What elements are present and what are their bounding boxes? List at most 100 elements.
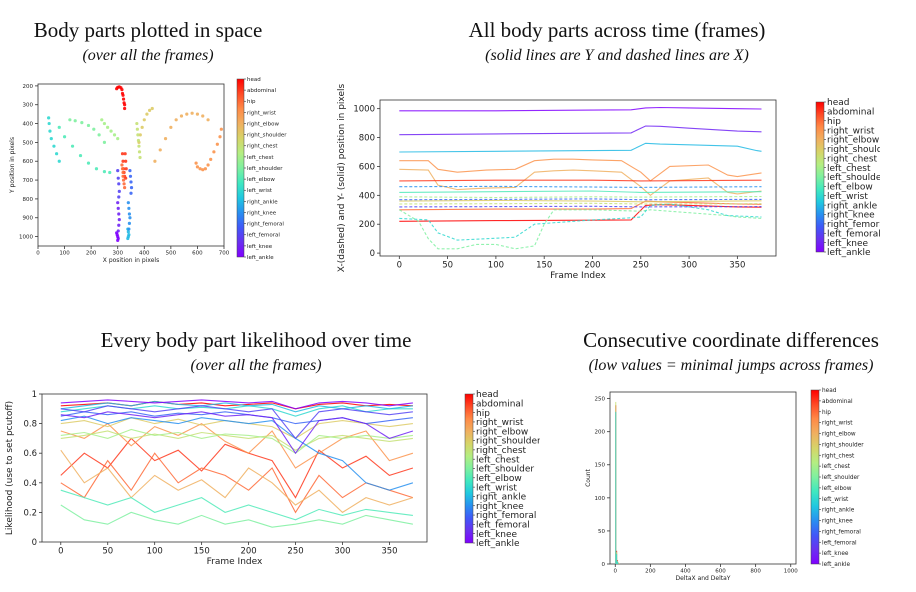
y-tick-label: 0.4 bbox=[23, 479, 37, 489]
scatter-point-abdominal bbox=[120, 152, 125, 156]
colorbar-label-hip: hip bbox=[247, 99, 256, 105]
scatter-point-right_chest bbox=[137, 150, 142, 154]
scatter-point-left_elbow bbox=[102, 169, 107, 174]
colorbar-label-right_shoulder: right_shoulder bbox=[827, 145, 880, 155]
colorbar-label-left_chest: left_chest bbox=[476, 455, 520, 465]
colorbar-label-right_ankle: right_ankle bbox=[476, 493, 527, 503]
x-tick-label: 350 bbox=[381, 547, 397, 557]
y-tick-label: 50 bbox=[598, 529, 605, 535]
scatter-point-left_shoulder bbox=[68, 118, 72, 122]
colorbar-label-left_elbow: left_elbow bbox=[476, 474, 522, 484]
x-tick-label: 0 bbox=[58, 547, 63, 557]
colorbar-label-left_shoulder: left_shoulder bbox=[247, 166, 283, 172]
scatter-point-left_wrist bbox=[57, 159, 61, 163]
scatter-point-left_wrist bbox=[48, 129, 52, 133]
x-tick-label: 400 bbox=[139, 251, 150, 257]
x-tick-label: 150 bbox=[194, 547, 210, 557]
y-tick-label: 600 bbox=[23, 159, 34, 165]
scatter-point-left_chest bbox=[112, 133, 117, 137]
y-tick-label: 500 bbox=[23, 140, 34, 146]
scatter-point-right_shoulder bbox=[138, 133, 142, 137]
y-tick-label: 400 bbox=[23, 121, 34, 127]
colorbar-label-left_elbow: left_elbow bbox=[827, 183, 873, 193]
colorbar-label-right_wrist: right_wrist bbox=[247, 110, 277, 116]
colorbar-label-right_wrist: right_wrist bbox=[822, 421, 853, 427]
series-line-right_chest bbox=[399, 202, 762, 205]
series-line-left_knee bbox=[60, 411, 414, 455]
x-tick-label: 200 bbox=[645, 569, 656, 575]
scatter-point-left_knee bbox=[117, 212, 121, 216]
x-tick-label: 250 bbox=[287, 547, 303, 557]
series-line-right_elbow bbox=[60, 449, 414, 514]
scatter-point-right_femoral bbox=[128, 169, 132, 173]
scatter-point-left_elbow bbox=[62, 135, 67, 139]
series-line-left_chest bbox=[60, 428, 413, 454]
histogram-bar-left_wrist bbox=[617, 561, 619, 564]
colorbar-label-right_wrist: right_wrist bbox=[476, 418, 524, 428]
colorbar-label-right_elbow: right_elbow bbox=[827, 136, 879, 146]
series-line-right_shoulder bbox=[399, 199, 762, 203]
colorbar-label-right_elbow: right_elbow bbox=[822, 432, 856, 438]
scatter-point-hip bbox=[120, 167, 125, 171]
scatter-point-right_knee bbox=[127, 212, 132, 216]
scatter-point-left_femoral bbox=[116, 176, 120, 180]
plot-frame bbox=[609, 391, 797, 565]
scatter-point-left_femoral bbox=[117, 182, 121, 186]
colorbar-label-head: head bbox=[476, 390, 498, 400]
series-line-left_ankle bbox=[60, 399, 413, 410]
scatter-point-left_shoulder bbox=[92, 127, 96, 131]
scatter-point-left_elbow bbox=[108, 170, 112, 175]
y-tick-label: 0 bbox=[32, 538, 37, 548]
scatter-point-right_wrist bbox=[203, 167, 207, 171]
series-line-abdominal bbox=[399, 179, 762, 182]
scatter-point-head bbox=[121, 97, 126, 101]
y-axis-label: Count bbox=[585, 468, 592, 486]
scatter-point-right_shoulder bbox=[142, 118, 146, 122]
colorbar-label-right_chest: right_chest bbox=[822, 453, 855, 459]
header-title: Consecutive coordinate differences bbox=[583, 328, 879, 352]
scatter-point-left_elbow bbox=[70, 144, 75, 148]
colorbar-label-left_ankle: left_ankle bbox=[247, 255, 274, 261]
x-tick-label: 350 bbox=[729, 261, 745, 271]
x-tick-label: 0 bbox=[397, 261, 402, 271]
colorbar-label-right_shoulder: right_shoulder bbox=[822, 442, 864, 448]
colorbar-label-left_chest: left_chest bbox=[827, 164, 871, 174]
scatter-point-right_elbow bbox=[206, 118, 210, 122]
scatter-point-left_wrist bbox=[49, 137, 53, 141]
scatter-point-abdominal bbox=[123, 152, 127, 156]
scatter-point-right_wrist bbox=[219, 127, 223, 131]
y-tick-label: 200 bbox=[23, 84, 34, 90]
scatter-point-right_chest bbox=[136, 138, 141, 143]
colorbar-label-right_chest: right_chest bbox=[247, 144, 278, 150]
y-tick-label: 1 bbox=[32, 390, 37, 400]
y-tick-label: 250 bbox=[595, 397, 606, 403]
scatter-point-abdominal bbox=[124, 176, 128, 180]
scatter-point-left_wrist bbox=[47, 116, 51, 120]
x-tick-label: 200 bbox=[86, 251, 97, 257]
colorbar-label-left_ankle: left_ankle bbox=[822, 562, 850, 568]
x-tick-label: 200 bbox=[240, 547, 256, 557]
scatter-point-right_shoulder bbox=[150, 106, 154, 111]
colorbar-label-abdominal: abdominal bbox=[247, 88, 276, 94]
header-differences: Consecutive coordinate differences (low … bbox=[548, 328, 914, 376]
x-tick-label: 250 bbox=[633, 261, 649, 271]
colorbar-label-right_femoral: right_femoral bbox=[476, 511, 536, 521]
colorbar-label-head: head bbox=[822, 388, 837, 394]
scatter-point-right_wrist bbox=[195, 165, 200, 169]
y-tick-label: 800 bbox=[359, 134, 375, 144]
colorbar-label-right_wrist: right_wrist bbox=[827, 126, 875, 136]
colorbar-label-left_chest: left_chest bbox=[247, 155, 274, 161]
plot-area bbox=[399, 106, 762, 250]
series-line-left_knee bbox=[399, 125, 762, 136]
scatter-point-right_femoral bbox=[129, 180, 133, 184]
scatter-point-left_wrist bbox=[47, 121, 51, 126]
series-line-left_femoral bbox=[60, 405, 413, 440]
scatter-point-abdominal bbox=[121, 159, 125, 163]
scatter-point-right_elbow bbox=[185, 112, 189, 116]
scatter-point-left_knee bbox=[117, 218, 121, 222]
scatter-point-left_femoral bbox=[116, 169, 120, 173]
scatter-point-right_elbow bbox=[158, 148, 162, 152]
scatter-point-head bbox=[121, 93, 125, 97]
scatter-point-left_chest bbox=[116, 137, 120, 141]
scatter-point-left_elbow bbox=[57, 125, 61, 129]
